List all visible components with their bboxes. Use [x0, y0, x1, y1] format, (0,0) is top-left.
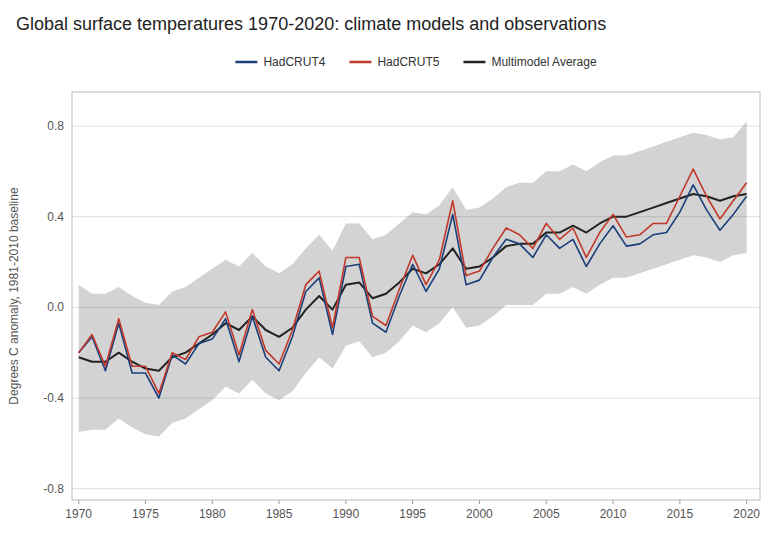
x-tick-label: 2020	[733, 507, 760, 521]
x-tick	[746, 500, 747, 504]
legend-item: HadCRUT5	[349, 55, 439, 69]
x-tick	[679, 500, 680, 504]
x-tick	[145, 500, 146, 504]
x-tick-label: 1990	[333, 507, 360, 521]
grid-line	[72, 488, 760, 489]
x-tick-label: 2015	[666, 507, 693, 521]
legend: HadCRUT4 HadCRUT5 Multimodel Average	[235, 55, 597, 69]
marks	[79, 121, 747, 436]
x-tick	[546, 500, 547, 504]
legend-swatch	[463, 61, 485, 64]
legend-swatch	[235, 61, 257, 64]
x-tick-label: 1980	[199, 507, 226, 521]
y-axis-label: Degrees C anomaly, 1981-2010 baseline	[7, 187, 21, 405]
y-tick-label: 0.8	[47, 119, 64, 133]
x-tick	[78, 500, 79, 504]
y-tick-label: 0.4	[47, 210, 64, 224]
x-tick-label: 1970	[65, 507, 92, 521]
x-tick-label: 1975	[132, 507, 159, 521]
legend-item: HadCRUT4	[235, 55, 325, 69]
plot-frame	[72, 92, 760, 500]
x-tick-label: 2000	[466, 507, 493, 521]
x-tick	[479, 500, 480, 504]
y-tick-label: -0.8	[43, 482, 64, 496]
x-tick	[412, 500, 413, 504]
x-tick-label: 2010	[600, 507, 627, 521]
y-tick-label: 0.0	[47, 300, 64, 314]
legend-item: Multimodel Average	[463, 55, 596, 69]
x-tick	[212, 500, 213, 504]
x-tick-label: 2005	[533, 507, 560, 521]
title: Global surface temperatures 1970-2020: c…	[16, 14, 606, 34]
series-line	[79, 194, 747, 371]
x-tick	[279, 500, 280, 504]
legend-label: HadCRUT4	[263, 55, 325, 69]
range-band	[79, 121, 747, 436]
x-tick	[613, 500, 614, 504]
grid-line	[72, 126, 760, 127]
legend-label: HadCRUT5	[377, 55, 439, 69]
series-line	[79, 185, 747, 398]
x-tick-label: 1995	[399, 507, 426, 521]
legend-label: Multimodel Average	[491, 55, 596, 69]
legend-swatch	[349, 61, 371, 64]
x-tick	[345, 500, 346, 504]
y-tick-label: -0.4	[43, 391, 64, 405]
chart: Global surface temperatures 1970-2020: c…	[0, 0, 780, 540]
series-line	[79, 169, 747, 393]
x-tick-label: 1985	[266, 507, 293, 521]
